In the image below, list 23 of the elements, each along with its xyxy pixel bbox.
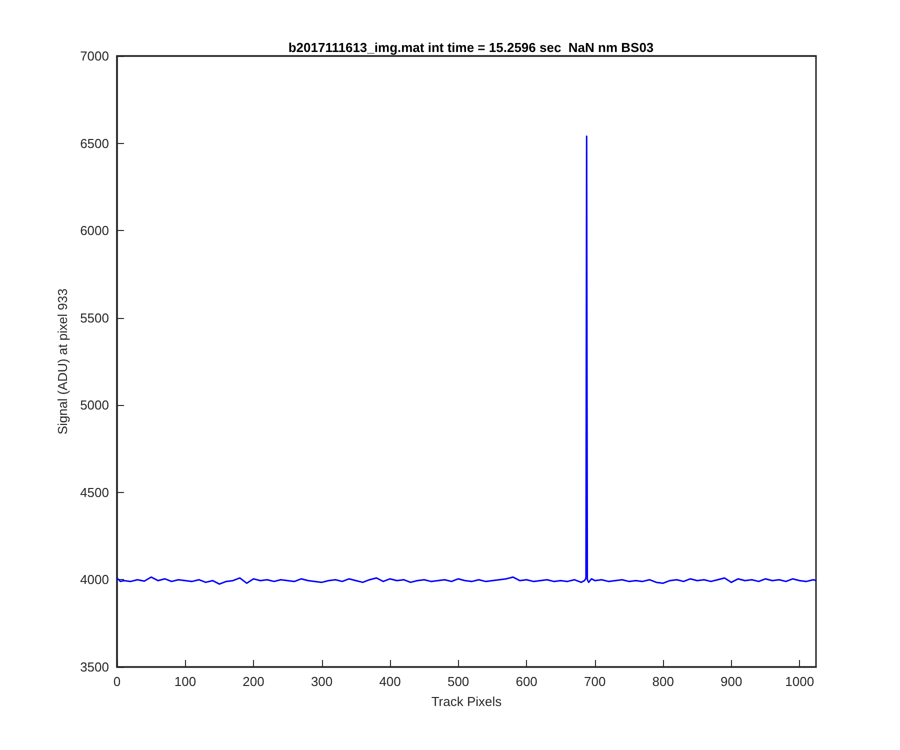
x-tick-label: 900 [720, 674, 742, 689]
line-series [116, 136, 817, 585]
y-tick-label: 6000 [80, 223, 109, 238]
y-tick-label: 7000 [80, 48, 109, 64]
x-tick-label: 200 [242, 674, 264, 689]
y-tick-label: 5500 [80, 310, 109, 326]
y-tick-label: 6500 [80, 136, 109, 151]
chart-title: b2017111613_img.mat int time = 15.2596 sec NaN nm BS03 [288, 40, 654, 55]
x-tick-label: 700 [584, 674, 606, 689]
x-tick-label: 800 [652, 674, 674, 689]
x-tick-label: 100 [174, 674, 196, 689]
x-tick-label: 0 [113, 674, 121, 689]
x-tick-label: 500 [447, 674, 470, 689]
x-tick-label: 400 [379, 674, 401, 689]
y-tick-label: 3500 [80, 660, 109, 674]
y-tick-label: 4500 [80, 484, 109, 500]
x-tick-label: 300 [310, 674, 333, 689]
y-tick-label: 5000 [80, 398, 109, 413]
y-tick-label: 4000 [80, 572, 109, 588]
x-tick-label: 600 [516, 674, 538, 689]
x-axis-title: Track Pixels [431, 694, 502, 709]
y-axis-title: Signal (ADU) at pixel 933 [55, 288, 70, 434]
x-tick-label: 1000 [785, 674, 814, 689]
